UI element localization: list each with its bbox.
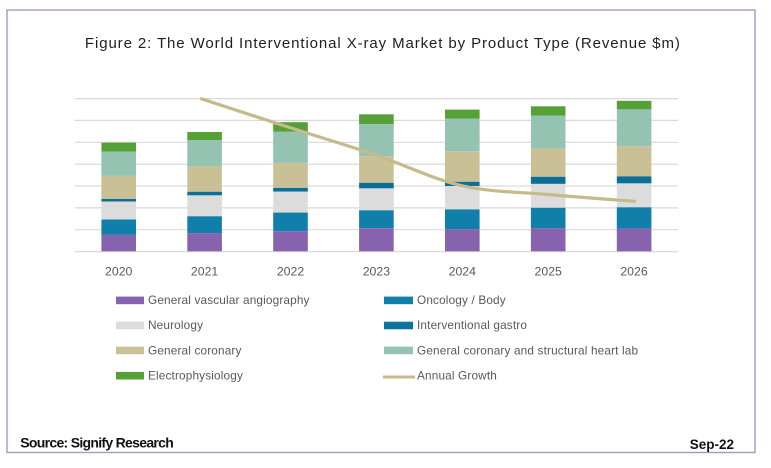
svg-text:Source: Signify Research: Source: Signify Research (20, 434, 174, 450)
svg-text:General coronary and structura: General coronary and structural heart la… (417, 343, 639, 357)
svg-text:2024: 2024 (449, 264, 477, 278)
svg-text:Electrophysiology: Electrophysiology (148, 369, 243, 383)
svg-text:2026: 2026 (620, 264, 648, 278)
svg-text:General coronary: General coronary (148, 343, 242, 357)
svg-text:General vascular angiography: General vascular angiography (148, 293, 310, 307)
svg-text:2025: 2025 (535, 264, 563, 278)
svg-text:Sep-22: Sep-22 (690, 437, 734, 452)
svg-text:Neurology: Neurology (148, 318, 203, 332)
svg-text:2021: 2021 (191, 264, 219, 278)
svg-text:2020: 2020 (105, 264, 133, 278)
svg-text:Interventional gastro: Interventional gastro (417, 318, 527, 332)
svg-text:Annual Growth: Annual Growth (417, 369, 497, 383)
svg-text:Oncology / Body: Oncology / Body (417, 293, 506, 307)
svg-text:2023: 2023 (363, 264, 391, 278)
svg-text:Figure 2: The World Interventi: Figure 2: The World Interventional X-ray… (85, 35, 680, 52)
svg-text:2022: 2022 (277, 264, 305, 278)
